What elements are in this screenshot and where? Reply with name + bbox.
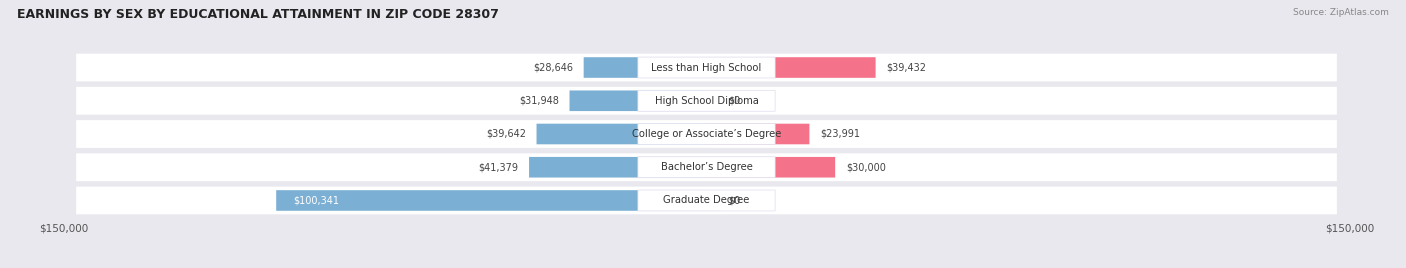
Text: $30,000: $30,000 — [846, 162, 886, 172]
FancyBboxPatch shape — [707, 124, 810, 144]
Text: $100,341: $100,341 — [294, 195, 339, 206]
Text: $0: $0 — [728, 195, 740, 206]
FancyBboxPatch shape — [638, 90, 775, 111]
FancyBboxPatch shape — [537, 124, 707, 144]
FancyBboxPatch shape — [569, 91, 707, 111]
Text: $28,646: $28,646 — [533, 62, 574, 73]
Text: College or Associate’s Degree: College or Associate’s Degree — [631, 129, 782, 139]
FancyBboxPatch shape — [76, 120, 1337, 148]
Text: EARNINGS BY SEX BY EDUCATIONAL ATTAINMENT IN ZIP CODE 28307: EARNINGS BY SEX BY EDUCATIONAL ATTAINMEN… — [17, 8, 499, 21]
FancyBboxPatch shape — [707, 57, 876, 78]
Text: $23,991: $23,991 — [820, 129, 860, 139]
FancyBboxPatch shape — [76, 153, 1337, 181]
FancyBboxPatch shape — [638, 157, 775, 178]
Text: $0: $0 — [728, 96, 740, 106]
FancyBboxPatch shape — [707, 91, 721, 111]
FancyBboxPatch shape — [76, 87, 1337, 115]
Text: Bachelor’s Degree: Bachelor’s Degree — [661, 162, 752, 172]
FancyBboxPatch shape — [276, 190, 707, 211]
Text: $31,948: $31,948 — [519, 96, 558, 106]
FancyBboxPatch shape — [707, 190, 721, 211]
Text: $41,379: $41,379 — [478, 162, 519, 172]
FancyBboxPatch shape — [638, 57, 775, 78]
Text: Less than High School: Less than High School — [651, 62, 762, 73]
Text: $39,432: $39,432 — [886, 62, 927, 73]
Text: High School Diploma: High School Diploma — [655, 96, 758, 106]
FancyBboxPatch shape — [583, 57, 707, 78]
FancyBboxPatch shape — [76, 187, 1337, 214]
Text: Source: ZipAtlas.com: Source: ZipAtlas.com — [1294, 8, 1389, 17]
FancyBboxPatch shape — [76, 54, 1337, 81]
FancyBboxPatch shape — [638, 190, 775, 211]
Text: $39,642: $39,642 — [486, 129, 526, 139]
FancyBboxPatch shape — [707, 157, 835, 177]
FancyBboxPatch shape — [638, 124, 775, 144]
Text: Graduate Degree: Graduate Degree — [664, 195, 749, 206]
FancyBboxPatch shape — [529, 157, 707, 177]
